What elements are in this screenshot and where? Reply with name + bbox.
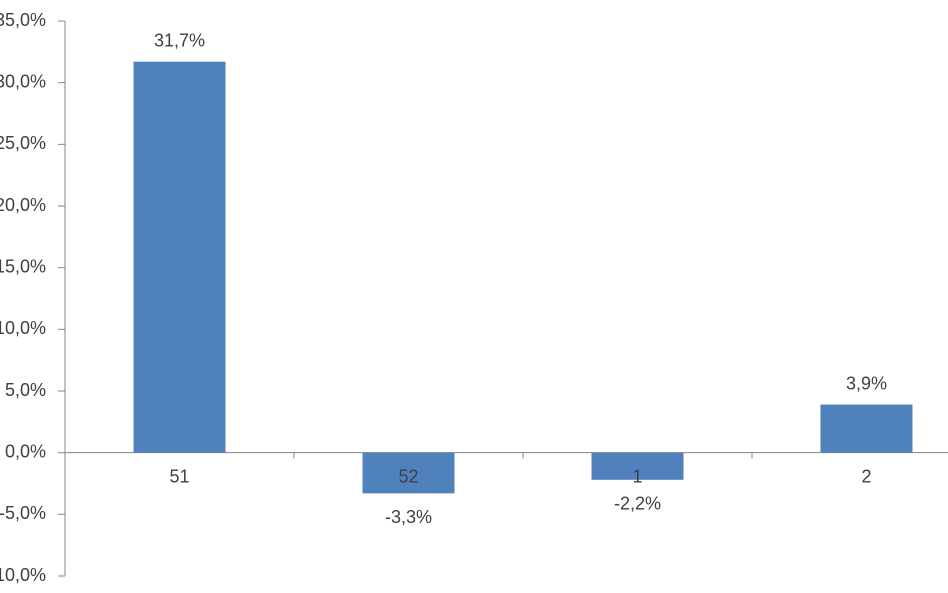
y-tick-label: 15,0% [0, 256, 46, 276]
value-label: -2,2% [614, 494, 661, 514]
y-tick-label: 5,0% [5, 380, 46, 400]
value-label: -3,3% [385, 507, 432, 527]
bar [820, 404, 913, 453]
y-tick-label: -10,0% [0, 565, 46, 585]
y-tick-label: 20,0% [0, 195, 46, 215]
y-tick-label: 30,0% [0, 71, 46, 91]
value-label: 3,9% [846, 373, 887, 393]
bar [133, 61, 226, 453]
y-tick-label: 25,0% [0, 133, 46, 153]
bar [591, 452, 684, 480]
y-tick-label: -5,0% [0, 503, 46, 523]
y-tick-label: 0,0% [5, 441, 46, 461]
x-tick-label: 1 [632, 466, 642, 486]
bar [362, 452, 455, 494]
value-label: 31,7% [154, 30, 205, 50]
x-tick-label: 2 [861, 466, 871, 486]
x-tick-label: 51 [169, 466, 189, 486]
x-tick-label: 52 [398, 466, 418, 486]
y-tick-label: 10,0% [0, 318, 46, 338]
y-tick-label: 35,0% [0, 10, 46, 30]
